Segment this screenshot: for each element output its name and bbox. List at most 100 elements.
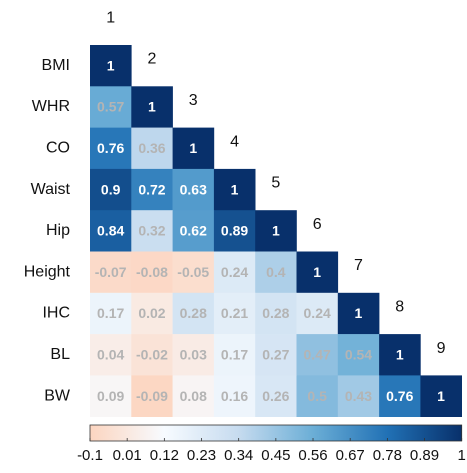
cell-value: 0.04	[97, 346, 124, 362]
column-label: 1	[106, 9, 115, 26]
heatmap-cell	[172, 292, 215, 335]
cell-value: 0.76	[97, 140, 124, 156]
column-label: 6	[313, 216, 322, 233]
heatmap-cell	[213, 168, 256, 211]
heatmap-cell	[172, 334, 215, 376]
colorbar-tick-label: 0.23	[187, 447, 216, 464]
heatmap-cell	[90, 251, 132, 294]
colorbar-tick-label: 0.01	[113, 447, 142, 464]
cell-value: 0.4	[266, 264, 286, 280]
column-label: 5	[271, 175, 280, 192]
cell-value: 0.02	[138, 305, 165, 321]
heatmap-cell	[131, 210, 173, 252]
column-label: 3	[189, 92, 198, 109]
colorbar-tick-label: 0.12	[150, 447, 179, 464]
cell-value: 0.16	[221, 388, 248, 404]
cell-value: 0.57	[97, 99, 124, 115]
cell-value: -0.02	[136, 346, 168, 362]
heatmap-cell	[131, 292, 173, 335]
cell-value: -0.09	[136, 388, 168, 404]
colorbar-tick-label: 0.56	[298, 447, 327, 464]
heatmap-cell	[255, 251, 297, 294]
cell-value: 1	[107, 57, 115, 73]
heatmap-cell	[213, 334, 256, 376]
cell-value: 1	[396, 346, 404, 362]
cell-value: 0.76	[386, 388, 413, 404]
row-label: Waist	[31, 181, 71, 198]
cell-value: 0.26	[262, 388, 289, 404]
column-label: 8	[395, 298, 404, 315]
cell-value: 0.08	[180, 388, 207, 404]
cell-value: 1	[313, 264, 321, 280]
colorbar-tick-label: 0.78	[373, 447, 402, 464]
cell-value: 0.54	[345, 346, 372, 362]
heatmap-cell	[379, 334, 421, 376]
cell-value: 0.24	[304, 305, 331, 321]
heatmap-cell	[90, 210, 132, 252]
cell-value: 0.5	[307, 388, 327, 404]
cell-value: -0.08	[136, 264, 168, 280]
heatmap-cell	[90, 334, 132, 376]
row-label: BL	[50, 346, 70, 363]
heatmap-cell	[131, 251, 173, 294]
heatmap-cell	[213, 210, 256, 252]
cell-value: 0.84	[97, 223, 124, 239]
cell-value: 0.03	[180, 346, 207, 362]
row-label: IHC	[42, 305, 70, 322]
cell-value: -0.07	[95, 264, 127, 280]
heatmap-cell	[337, 292, 380, 335]
column-label: 4	[230, 133, 239, 150]
cell-value: 0.24	[221, 264, 248, 280]
cell-value: 0.62	[180, 223, 207, 239]
heatmap-cell	[296, 375, 339, 417]
heatmap-cell	[296, 251, 339, 294]
column-label: 7	[354, 257, 363, 274]
cell-value: 0.28	[180, 305, 207, 321]
heatmap-cell	[172, 168, 215, 211]
heatmap-cell	[213, 375, 256, 417]
colorbar-tick-label: 1	[458, 447, 466, 464]
heatmap-cell	[131, 127, 173, 170]
cell-value: 1	[355, 305, 363, 321]
cell-value: 0.17	[97, 305, 124, 321]
cell-value: 0.47	[304, 346, 331, 362]
cell-value: 1	[231, 181, 239, 197]
heatmap-cell	[172, 375, 215, 417]
cell-value: 0.32	[138, 223, 165, 239]
cell-value: 0.27	[262, 346, 289, 362]
heatmap-cell	[131, 168, 173, 211]
row-label: BW	[44, 387, 71, 404]
cell-value: 1	[272, 223, 280, 239]
cell-value: 0.17	[221, 346, 248, 362]
column-label: 2	[147, 51, 156, 68]
heatmap-cell	[255, 334, 297, 376]
cell-value: 0.36	[138, 140, 165, 156]
cell-value: 0.21	[221, 305, 248, 321]
cell-value: 0.89	[221, 223, 248, 239]
heatmap-cell	[131, 375, 173, 417]
heatmap-cell	[337, 334, 380, 376]
heatmap-cell	[379, 375, 421, 417]
cell-value: 0.63	[180, 181, 207, 197]
heatmap-cell	[255, 375, 297, 417]
heatmap-cell	[172, 251, 215, 294]
heatmap-cell	[296, 292, 339, 335]
colorbar-tick-label: 0.34	[224, 447, 253, 464]
heatmap-cell	[90, 375, 132, 417]
heatmap-cell	[90, 86, 132, 128]
heatmap-cell	[90, 127, 132, 170]
heatmap-cell	[420, 375, 462, 417]
colorbar-tick-label: 0.67	[336, 447, 365, 464]
row-label: Hip	[46, 222, 70, 239]
heatmap-cell	[131, 334, 173, 376]
cell-value: 0.72	[138, 181, 165, 197]
heatmap-cell	[131, 86, 173, 128]
column-label: 9	[437, 340, 446, 357]
heatmap-cell	[90, 45, 132, 87]
heatmap-cell	[172, 210, 215, 252]
heatmap-cell	[213, 251, 256, 294]
cell-value: 0.9	[101, 181, 121, 197]
heatmap-cell	[255, 210, 297, 252]
heatmap-cell	[172, 127, 215, 170]
